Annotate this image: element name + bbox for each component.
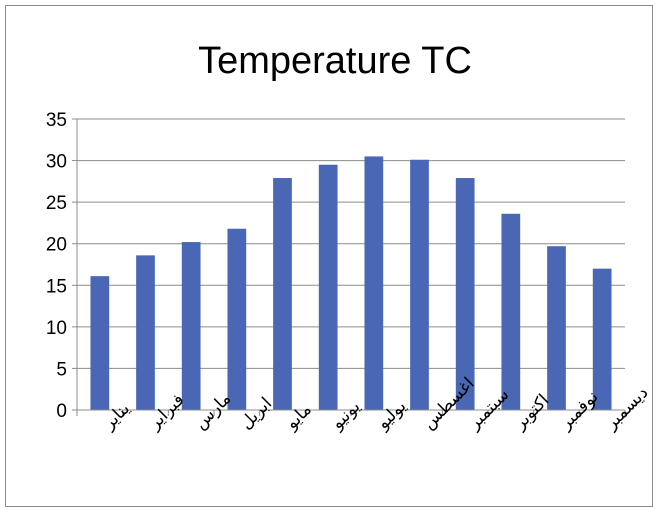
bar xyxy=(410,159,429,410)
bar xyxy=(318,164,338,410)
y-tick-label: 15 xyxy=(46,276,67,297)
grid-layer xyxy=(77,118,625,369)
y-tick-label: 0 xyxy=(56,401,67,422)
y-tick-label: 20 xyxy=(46,235,67,256)
bar xyxy=(455,178,475,410)
axis-layer xyxy=(72,118,626,416)
y-tick-label: 10 xyxy=(46,318,67,339)
y-tick-label: 30 xyxy=(46,152,67,173)
bar xyxy=(90,276,110,410)
bar-layer xyxy=(90,156,612,410)
y-tick-label: 25 xyxy=(46,193,67,214)
bar xyxy=(592,268,612,410)
bar xyxy=(364,156,384,410)
y-tick-label: 5 xyxy=(56,359,67,380)
bar xyxy=(501,213,521,410)
y-tick-labels: 0 5 10 15 20 25 30 35 xyxy=(46,110,67,422)
bar xyxy=(181,242,201,410)
y-tick-label: 35 xyxy=(46,110,67,131)
bar xyxy=(273,178,292,410)
chart-title: Temperature TC xyxy=(198,40,472,82)
bar xyxy=(136,255,155,410)
bar xyxy=(227,228,247,410)
bar xyxy=(547,246,566,410)
